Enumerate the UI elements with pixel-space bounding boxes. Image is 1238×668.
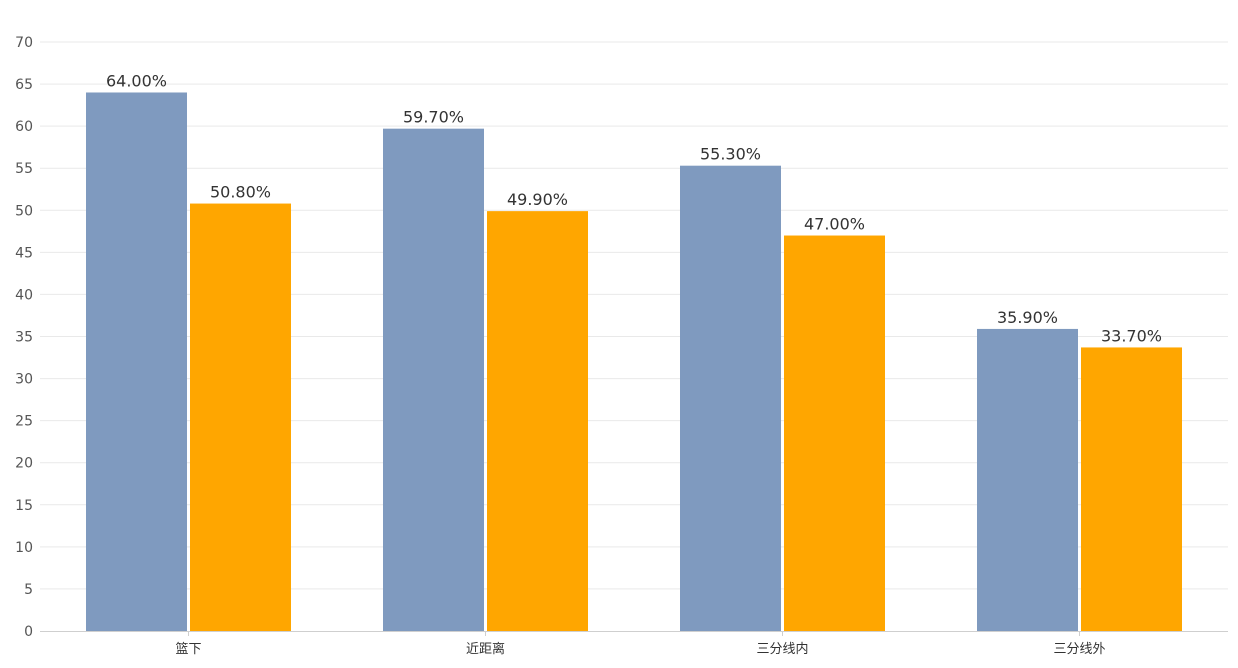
y-tick-label: 25 [15, 414, 33, 430]
y-tick-label: 5 [24, 582, 33, 598]
data-label: 59.70% [403, 108, 464, 127]
y-tick-label: 40 [15, 287, 33, 303]
data-label: 33.70% [1101, 326, 1162, 345]
bar-series2-1 [190, 203, 291, 631]
data-labels: 64.00% 50.80% 59.70% 49.90% 55.30% 47.00% 35.9… [106, 71, 1162, 345]
y-tick-label: 35 [15, 330, 33, 346]
y-tick-label: 30 [15, 372, 33, 388]
data-label: 35.90% [997, 308, 1058, 327]
y-tick-label: 15 [15, 498, 33, 514]
x-category-label: 篮下 [175, 642, 201, 657]
bar-series1-3 [680, 165, 781, 631]
bar-series1-1 [86, 92, 187, 631]
y-tick-label: 55 [15, 161, 33, 177]
y-axis-ticks: 0 5 10 15 20 25 30 35 40 45 50 55 60 65 70 [15, 35, 33, 640]
data-label: 50.80% [210, 183, 271, 202]
x-category-label: 近距离 [466, 641, 505, 657]
x-category-label: 三分线内 [756, 641, 808, 657]
bar-series2-4 [1081, 347, 1182, 631]
y-tick-label: 50 [15, 203, 33, 219]
bar-series1-2 [383, 128, 484, 631]
bar-series2-3 [784, 235, 885, 631]
x-axis: 篮下 近距离 三分线内 三分线外 [40, 631, 1228, 657]
bar-series1-4 [977, 328, 1078, 631]
bar-series2-2 [487, 211, 588, 631]
y-tick-label: 0 [24, 624, 33, 640]
x-category-label: 三分线外 [1053, 642, 1105, 657]
data-label: 47.00% [804, 215, 865, 234]
data-label: 64.00% [106, 71, 167, 90]
y-tick-label: 10 [15, 540, 33, 556]
y-tick-label: 20 [15, 456, 33, 472]
data-label: 55.30% [700, 145, 761, 164]
y-tick-label: 65 [15, 77, 33, 93]
data-label: 49.90% [507, 190, 568, 209]
y-tick-label: 45 [15, 245, 33, 261]
y-tick-label: 60 [15, 119, 33, 135]
bars [86, 92, 1182, 631]
y-tick-label: 70 [15, 35, 33, 51]
